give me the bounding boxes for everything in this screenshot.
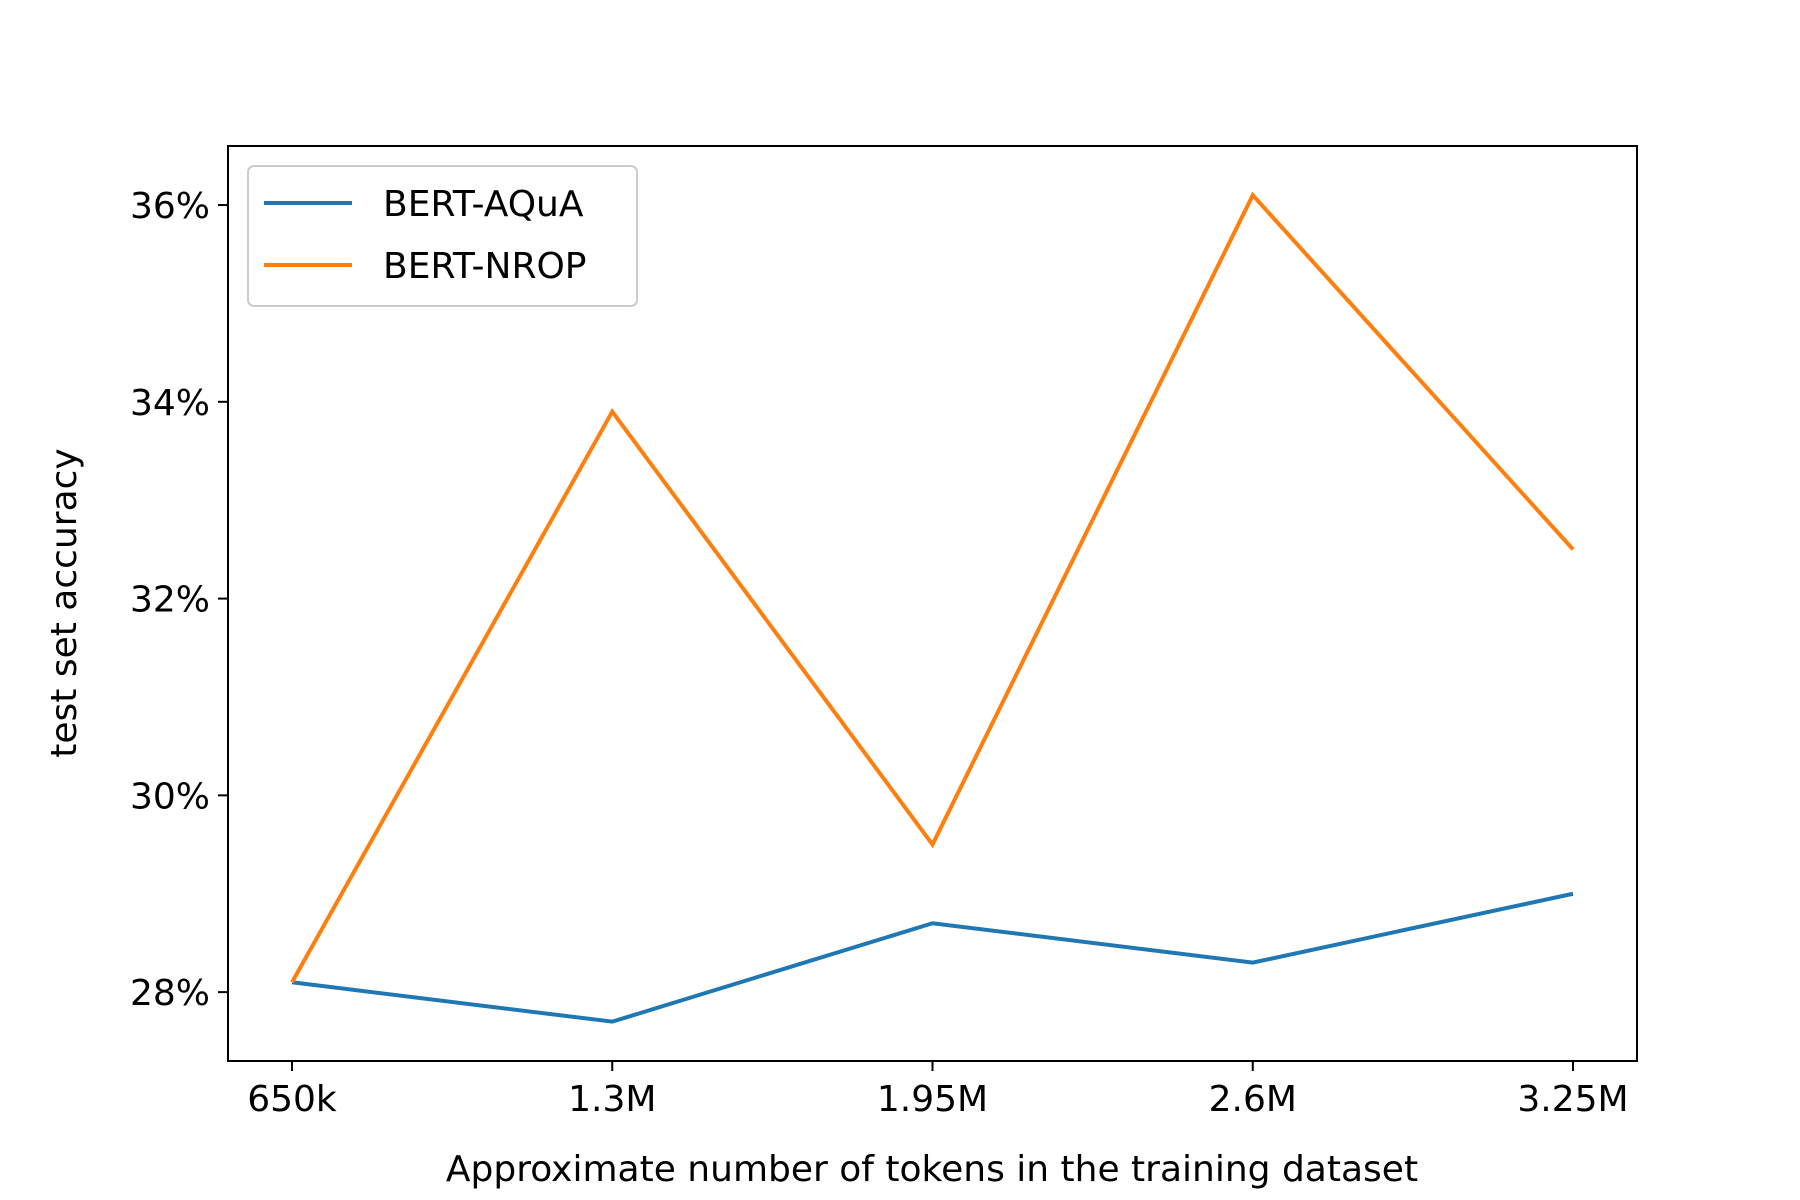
legend: BERT-AQuA BERT-NROP xyxy=(247,165,638,307)
x-axis-label: Approximate number of tokens in the trai… xyxy=(446,1149,1418,1190)
y-tick-label: 28% xyxy=(130,973,210,1014)
x-tick-label: 3.25M xyxy=(1517,1079,1628,1120)
legend-label-bert-nrop: BERT-NROP xyxy=(383,246,587,287)
series-line-bert-nrop xyxy=(290,191,1575,984)
y-axis-label: test set accuracy xyxy=(44,448,85,757)
x-tick-label: 1.95M xyxy=(877,1079,988,1120)
y-tick-label: 36% xyxy=(130,186,210,227)
x-tick-label: 650k xyxy=(247,1079,337,1120)
y-tick-label: 30% xyxy=(130,776,210,817)
x-axis: 650k 1.3M 1.95M 2.6M 3.25M xyxy=(247,1061,1629,1120)
series-line-bert-aqua xyxy=(291,891,1574,1024)
x-tick-label: 2.6M xyxy=(1209,1079,1297,1120)
y-tick-label: 32% xyxy=(130,580,210,621)
y-tick-label: 34% xyxy=(130,383,210,424)
x-tick-label: 1.3M xyxy=(568,1079,656,1120)
legend-label-bert-aqua: BERT-AQuA xyxy=(383,184,584,225)
y-axis: 28% 30% 32% 34% 36% xyxy=(130,186,228,1014)
series-layer xyxy=(290,191,1575,1024)
